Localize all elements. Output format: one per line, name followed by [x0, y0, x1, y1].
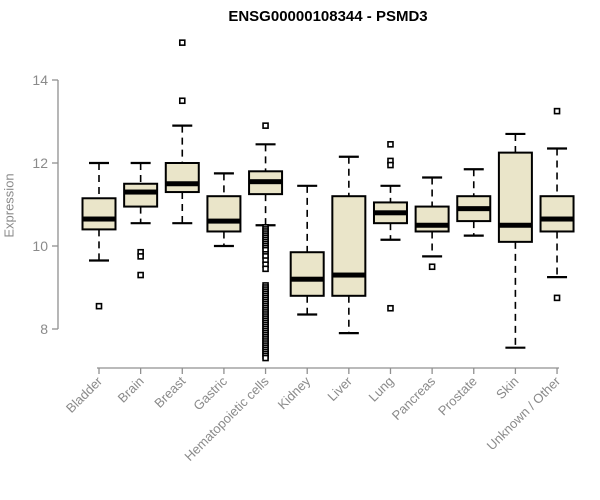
median-kidney — [290, 276, 324, 282]
outlier-lung — [387, 141, 394, 148]
y-tick-label: 14 — [32, 72, 48, 88]
x-tick-label-breast: Breast — [151, 373, 188, 410]
outlier-pancreas — [428, 263, 436, 271]
median-bladder — [82, 216, 116, 222]
x-tick-label-gastric: Gastric — [190, 373, 230, 413]
median-unknown-other — [540, 216, 574, 222]
x-tick-label-bladder: Bladder — [63, 373, 106, 416]
outlier-brain — [137, 271, 144, 279]
median-brain — [124, 189, 158, 195]
outlier-lung — [387, 304, 394, 312]
outlier-bladder — [95, 302, 103, 310]
x-tick-label-prostate: Prostate — [435, 374, 480, 419]
y-tick-label: 10 — [32, 238, 48, 254]
box-breast — [164, 162, 200, 194]
median-gastric — [207, 218, 241, 224]
box-skin — [497, 151, 533, 243]
outlier-unknown-other — [553, 294, 561, 302]
outlier-hematopoietic-cells — [262, 265, 269, 273]
median-breast — [165, 181, 199, 187]
box-kidney — [289, 251, 325, 297]
median-prostate — [457, 206, 491, 212]
median-skin — [498, 222, 532, 228]
outlier-breast — [178, 97, 186, 105]
outlier-unknown-other — [553, 107, 561, 115]
box-gastric — [206, 195, 242, 233]
box-bladder — [81, 197, 117, 231]
outlier-breast — [178, 39, 186, 46]
outlier-lung — [387, 161, 394, 169]
x-tick-label-unknown-other: Unknown / Other — [484, 373, 564, 453]
box-unknown-other — [539, 195, 575, 233]
outlier-hematopoietic-cells — [262, 354, 269, 362]
median-liver — [332, 272, 366, 278]
x-tick-label-skin: Skin — [493, 374, 521, 402]
y-tick-label: 12 — [32, 155, 48, 171]
chart-title: ENSG00000108344 - PSMD3 — [228, 8, 428, 25]
median-lung — [373, 210, 407, 216]
median-hematopoietic-cells — [249, 179, 283, 185]
outlier-brain — [137, 253, 144, 260]
median-pancreas — [415, 222, 449, 228]
box-liver — [331, 195, 367, 297]
x-tick-label-liver: Liver — [324, 373, 355, 404]
y-tick-label: 8 — [40, 321, 48, 337]
outlier-hematopoietic-cells — [262, 122, 269, 129]
x-tick-label-kidney: Kidney — [275, 373, 314, 412]
x-tick-label-brain: Brain — [115, 374, 147, 406]
x-tick-label-pancreas: Pancreas — [389, 373, 439, 423]
box-brain — [123, 182, 159, 208]
x-tick-label-lung: Lung — [366, 374, 397, 405]
